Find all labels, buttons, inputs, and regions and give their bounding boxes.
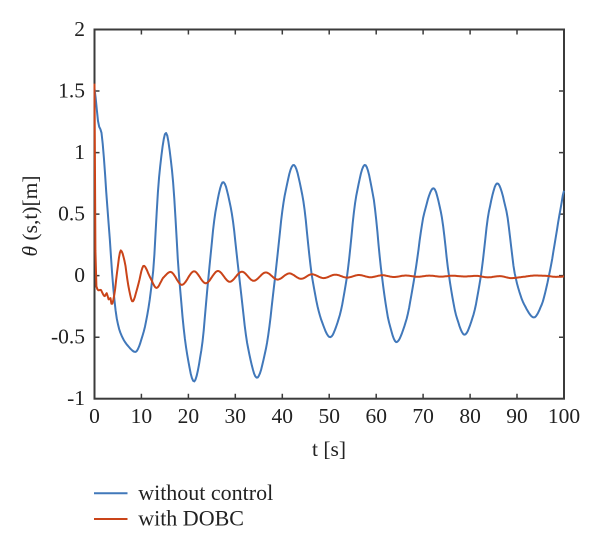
svg-text:0: 0 bbox=[89, 404, 100, 428]
svg-text:40: 40 bbox=[272, 404, 294, 428]
svg-text:without control: without control bbox=[138, 480, 273, 505]
svg-text:with DOBC: with DOBC bbox=[138, 506, 244, 531]
svg-text:0.5: 0.5 bbox=[58, 201, 85, 225]
svg-text:-0.5: -0.5 bbox=[51, 325, 85, 349]
svg-text:30: 30 bbox=[225, 404, 247, 428]
svg-text:0: 0 bbox=[74, 263, 85, 287]
svg-text:60: 60 bbox=[365, 404, 387, 428]
svg-text:100: 100 bbox=[548, 404, 580, 428]
svg-text:20: 20 bbox=[178, 404, 200, 428]
svg-text:1: 1 bbox=[74, 140, 85, 164]
svg-text:t [s]: t [s] bbox=[312, 437, 346, 461]
svg-text:10: 10 bbox=[131, 404, 153, 428]
svg-text:50: 50 bbox=[318, 404, 340, 428]
svg-text:-1: -1 bbox=[67, 386, 85, 410]
svg-text:2: 2 bbox=[74, 17, 85, 41]
svg-text:1.5: 1.5 bbox=[58, 78, 85, 102]
svg-text:80: 80 bbox=[459, 404, 481, 428]
svg-text:90: 90 bbox=[506, 404, 528, 428]
svg-text:70: 70 bbox=[412, 404, 434, 428]
svg-text:θ (s,t)[m]: θ (s,t)[m] bbox=[18, 175, 42, 256]
